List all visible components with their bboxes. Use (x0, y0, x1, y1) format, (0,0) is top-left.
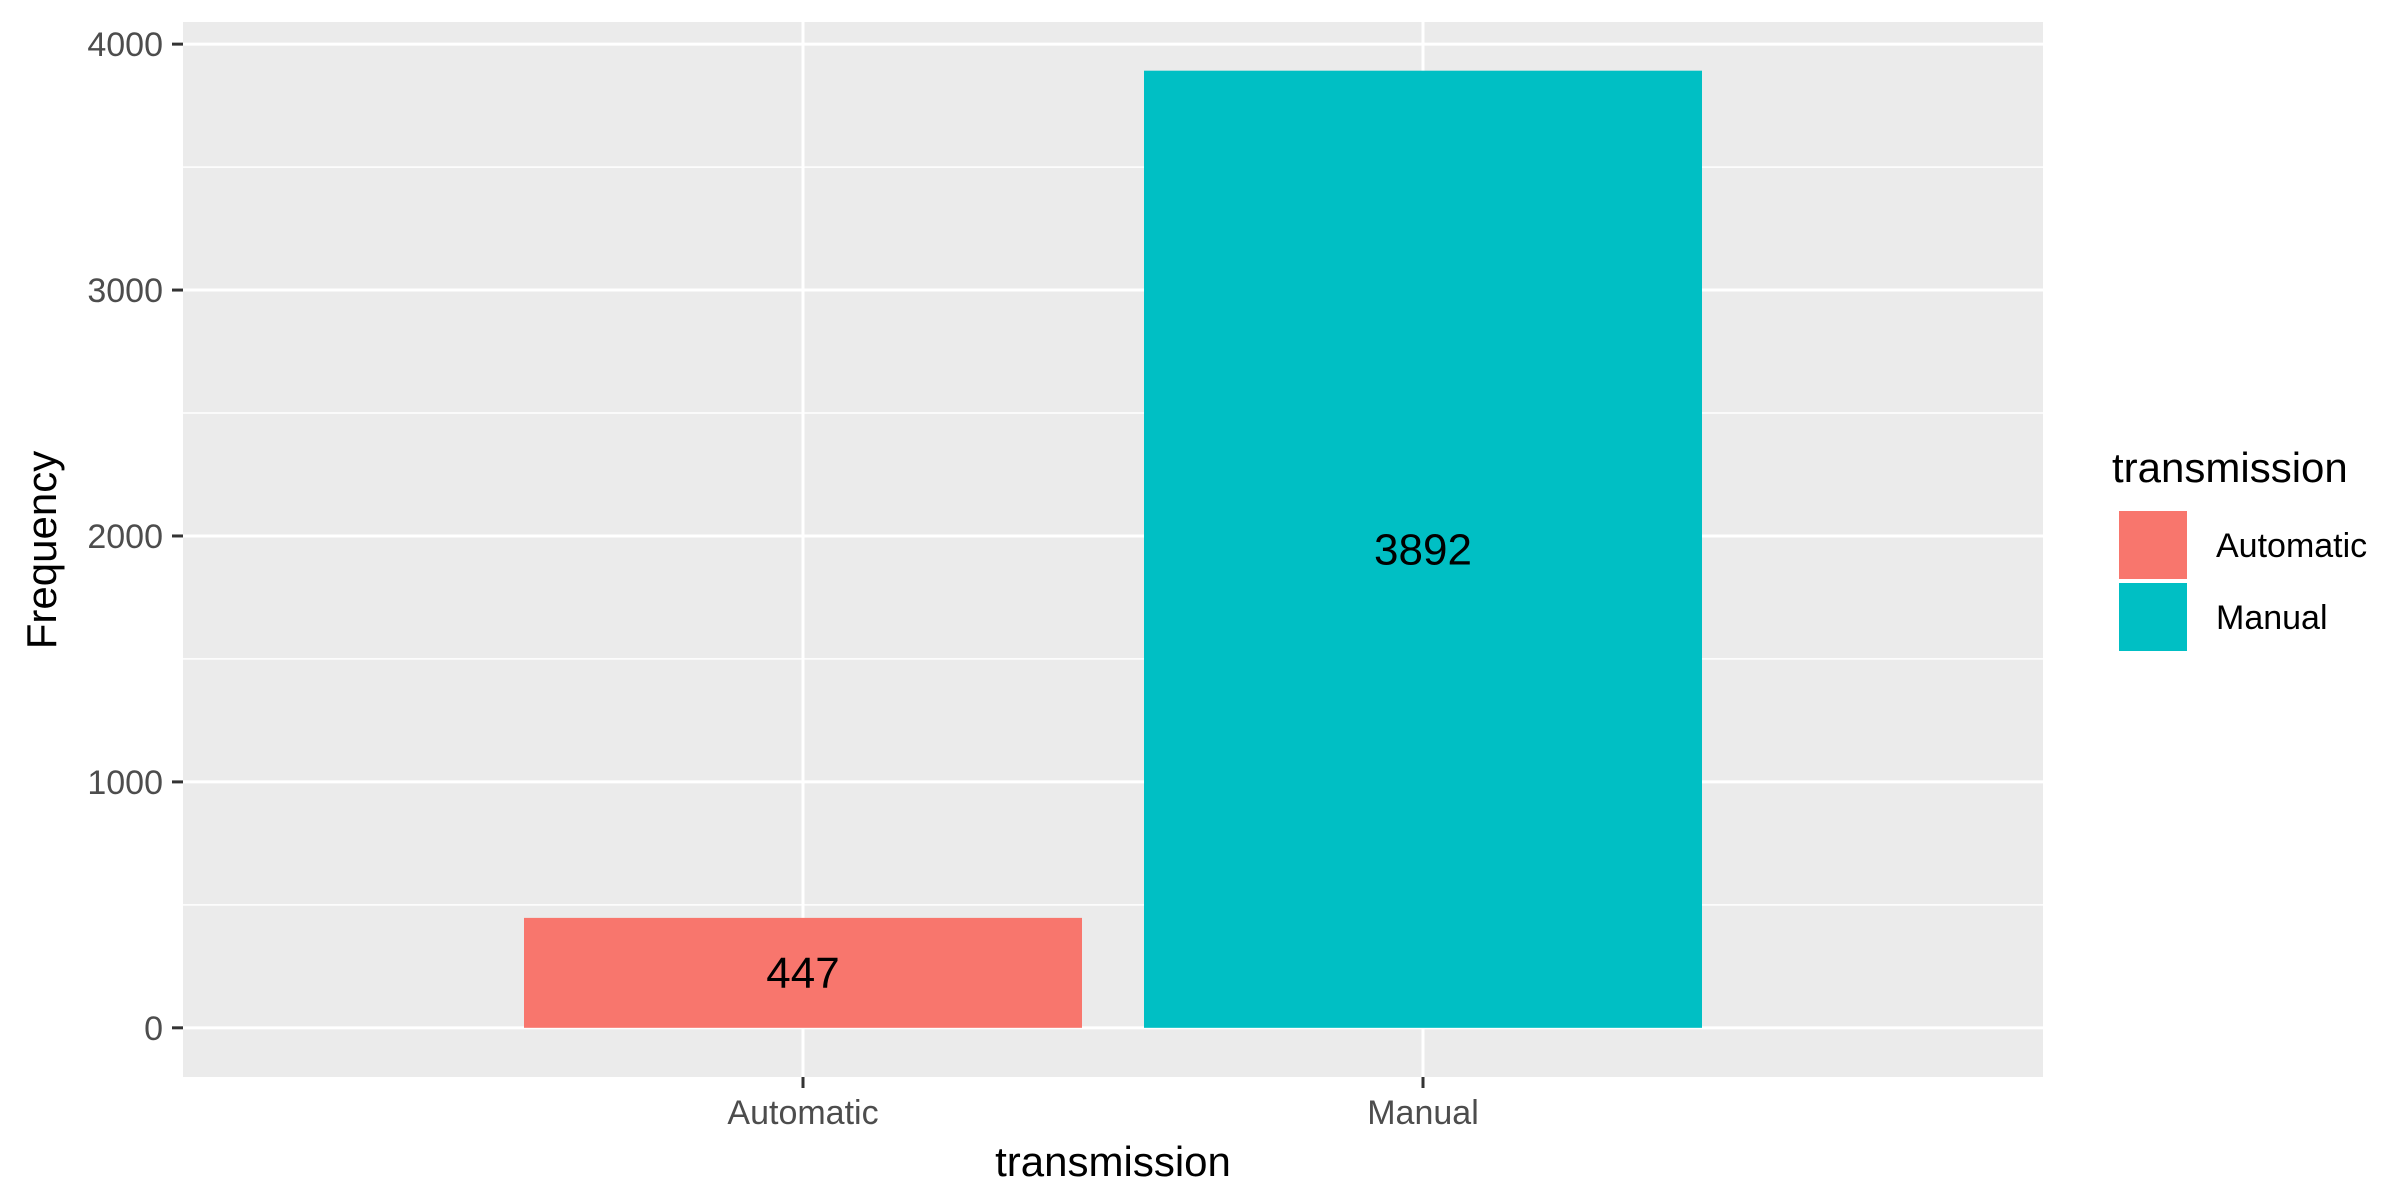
legend-items: Automatic Manual (2117, 509, 2367, 653)
legend-key-manual (2117, 581, 2189, 653)
x-axis: Automatic Manual (727, 1077, 1479, 1132)
y-tick-label: 4000 (87, 26, 163, 64)
legend-label: Manual (2216, 599, 2328, 637)
x-tick-label: Manual (1367, 1094, 1479, 1132)
bar-data-label: 3892 (1374, 525, 1472, 574)
y-tick-label: 3000 (87, 272, 163, 310)
legend-label: Automatic (2216, 527, 2367, 565)
x-axis-title: transmission (995, 1138, 1231, 1185)
plot-panel (183, 22, 2043, 1077)
bar-data-label: 447 (766, 949, 839, 998)
y-axis: 0 1000 2000 3000 4000 (87, 26, 183, 1048)
y-axis-title: Frequency (18, 451, 65, 649)
y-tick-label: 2000 (87, 518, 163, 556)
bars (524, 70, 1702, 1028)
legend: transmission Automatic Manual (2112, 444, 2367, 653)
bar-automatic (524, 917, 1082, 1028)
legend-title: transmission (2112, 444, 2348, 491)
bar-data-labels: 447 3892 (766, 525, 1472, 998)
legend-key-automatic (2117, 509, 2189, 581)
y-tick-label: 0 (144, 1010, 163, 1048)
y-tick-label: 1000 (87, 764, 163, 802)
bar-manual (1144, 70, 1702, 1028)
minor-gridlines (183, 166, 2043, 906)
x-tick-label: Automatic (727, 1094, 878, 1132)
